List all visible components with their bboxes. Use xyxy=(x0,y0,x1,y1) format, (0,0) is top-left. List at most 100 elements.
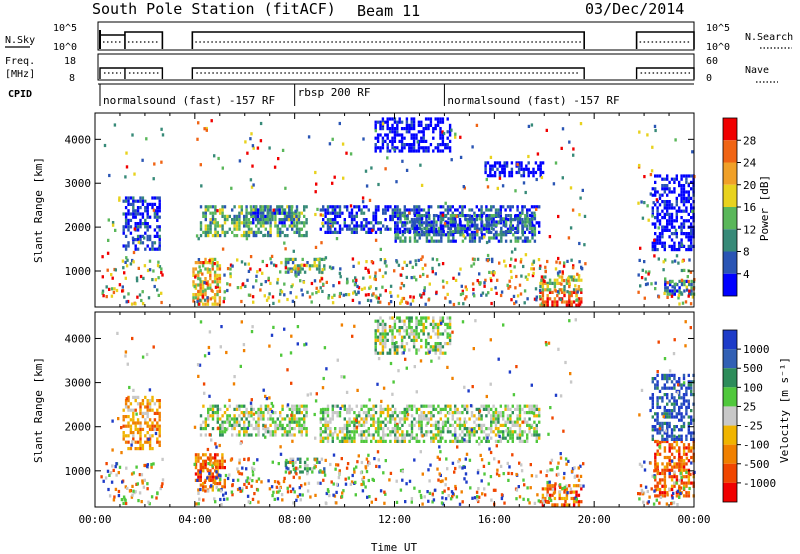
echo-cell xyxy=(216,482,219,486)
echo-cell xyxy=(663,225,666,229)
echo-cell xyxy=(255,218,258,222)
noise-cell xyxy=(269,257,272,261)
echo-cell xyxy=(370,221,373,225)
noise-cell xyxy=(346,277,349,281)
echo-cell xyxy=(511,433,514,437)
noise-cell xyxy=(267,296,270,300)
echo-cell xyxy=(560,288,564,292)
echo-cell xyxy=(393,133,397,137)
echo-cell xyxy=(211,211,215,215)
echo-cell xyxy=(379,427,382,431)
noise-cell xyxy=(562,264,566,268)
echo-cell xyxy=(266,218,269,222)
echo-cell xyxy=(384,407,387,411)
noise-cell xyxy=(146,268,150,273)
echo-cell xyxy=(688,283,691,287)
noise-cell xyxy=(276,281,279,285)
colorbar-tick-label: 4 xyxy=(743,268,750,281)
echo-cell xyxy=(538,224,541,228)
echo-cell xyxy=(420,404,423,408)
echo-cell xyxy=(401,221,404,225)
echo-cell xyxy=(666,174,669,178)
echo-cell xyxy=(412,329,416,333)
echo-cell xyxy=(370,230,373,234)
echo-cell xyxy=(295,417,299,421)
echo-cell xyxy=(432,230,436,234)
echo-cell xyxy=(504,436,507,440)
noise-cell xyxy=(422,272,425,277)
echo-cell xyxy=(544,487,547,491)
echo-cell xyxy=(376,351,380,355)
noise-cell xyxy=(420,257,423,261)
echo-cell xyxy=(492,223,496,227)
echo-cell xyxy=(250,214,253,218)
noise-cell xyxy=(135,412,138,416)
echo-cell xyxy=(456,423,459,427)
echo-cell xyxy=(231,230,234,234)
echo-cell xyxy=(661,439,664,444)
echo-cell xyxy=(269,230,272,234)
echo-cell xyxy=(521,224,524,228)
echo-cell xyxy=(293,420,296,424)
echo-cell xyxy=(326,404,330,408)
echo-cell xyxy=(413,214,417,218)
echo-cell xyxy=(439,211,442,215)
echo-cell xyxy=(451,211,454,215)
echo-cell xyxy=(136,402,140,406)
echo-cell xyxy=(690,232,693,236)
noise-cell xyxy=(109,471,113,475)
echo-cell xyxy=(400,319,404,323)
echo-cell xyxy=(683,283,686,287)
echo-cell xyxy=(459,220,462,224)
echo-cell xyxy=(666,373,669,377)
echo-cell xyxy=(452,214,455,218)
echo-cell xyxy=(656,386,659,390)
noise-cell xyxy=(357,291,360,295)
echo-cell xyxy=(484,170,487,175)
echo-cell xyxy=(454,220,457,224)
noise-cell xyxy=(131,236,135,240)
noise-cell xyxy=(236,478,240,482)
noise-cell xyxy=(453,470,456,474)
echo-cell xyxy=(381,335,385,339)
echo-cell xyxy=(216,407,219,411)
noise-cell xyxy=(543,279,546,284)
echo-cell xyxy=(127,202,130,206)
echo-cell xyxy=(214,469,217,473)
echo-cell xyxy=(563,285,566,289)
noise-cell xyxy=(299,279,302,283)
echo-cell xyxy=(666,193,669,197)
echo-cell xyxy=(448,146,452,150)
echo-cell xyxy=(346,411,349,415)
noise-cell xyxy=(413,275,416,279)
echo-cell xyxy=(134,244,137,248)
echo-cell xyxy=(379,411,382,415)
noise-cell xyxy=(210,119,213,123)
echo-cell xyxy=(211,427,215,431)
echo-cell xyxy=(680,386,683,390)
echo-cell xyxy=(254,211,257,215)
echo-cell xyxy=(682,200,686,204)
echo-cell xyxy=(690,241,693,245)
echo-cell xyxy=(360,407,363,411)
echo-cell xyxy=(365,417,368,421)
echo-cell xyxy=(370,407,373,411)
echo-cell xyxy=(666,286,669,290)
echo-cell xyxy=(202,211,205,215)
echo-cell xyxy=(377,417,380,421)
echo-cell xyxy=(678,244,681,248)
echo-cell xyxy=(690,393,693,397)
echo-cell xyxy=(231,427,234,431)
noise-cell xyxy=(293,266,296,270)
echo-cell xyxy=(427,227,430,231)
noise-cell xyxy=(519,260,523,264)
noise-cell xyxy=(454,278,458,282)
noise-cell xyxy=(129,262,133,266)
echo-cell xyxy=(262,433,265,437)
echo-cell xyxy=(498,174,502,178)
echo-cell xyxy=(685,446,688,450)
echo-cell xyxy=(122,418,125,422)
noise-cell xyxy=(123,271,126,275)
echo-cell xyxy=(219,417,222,421)
